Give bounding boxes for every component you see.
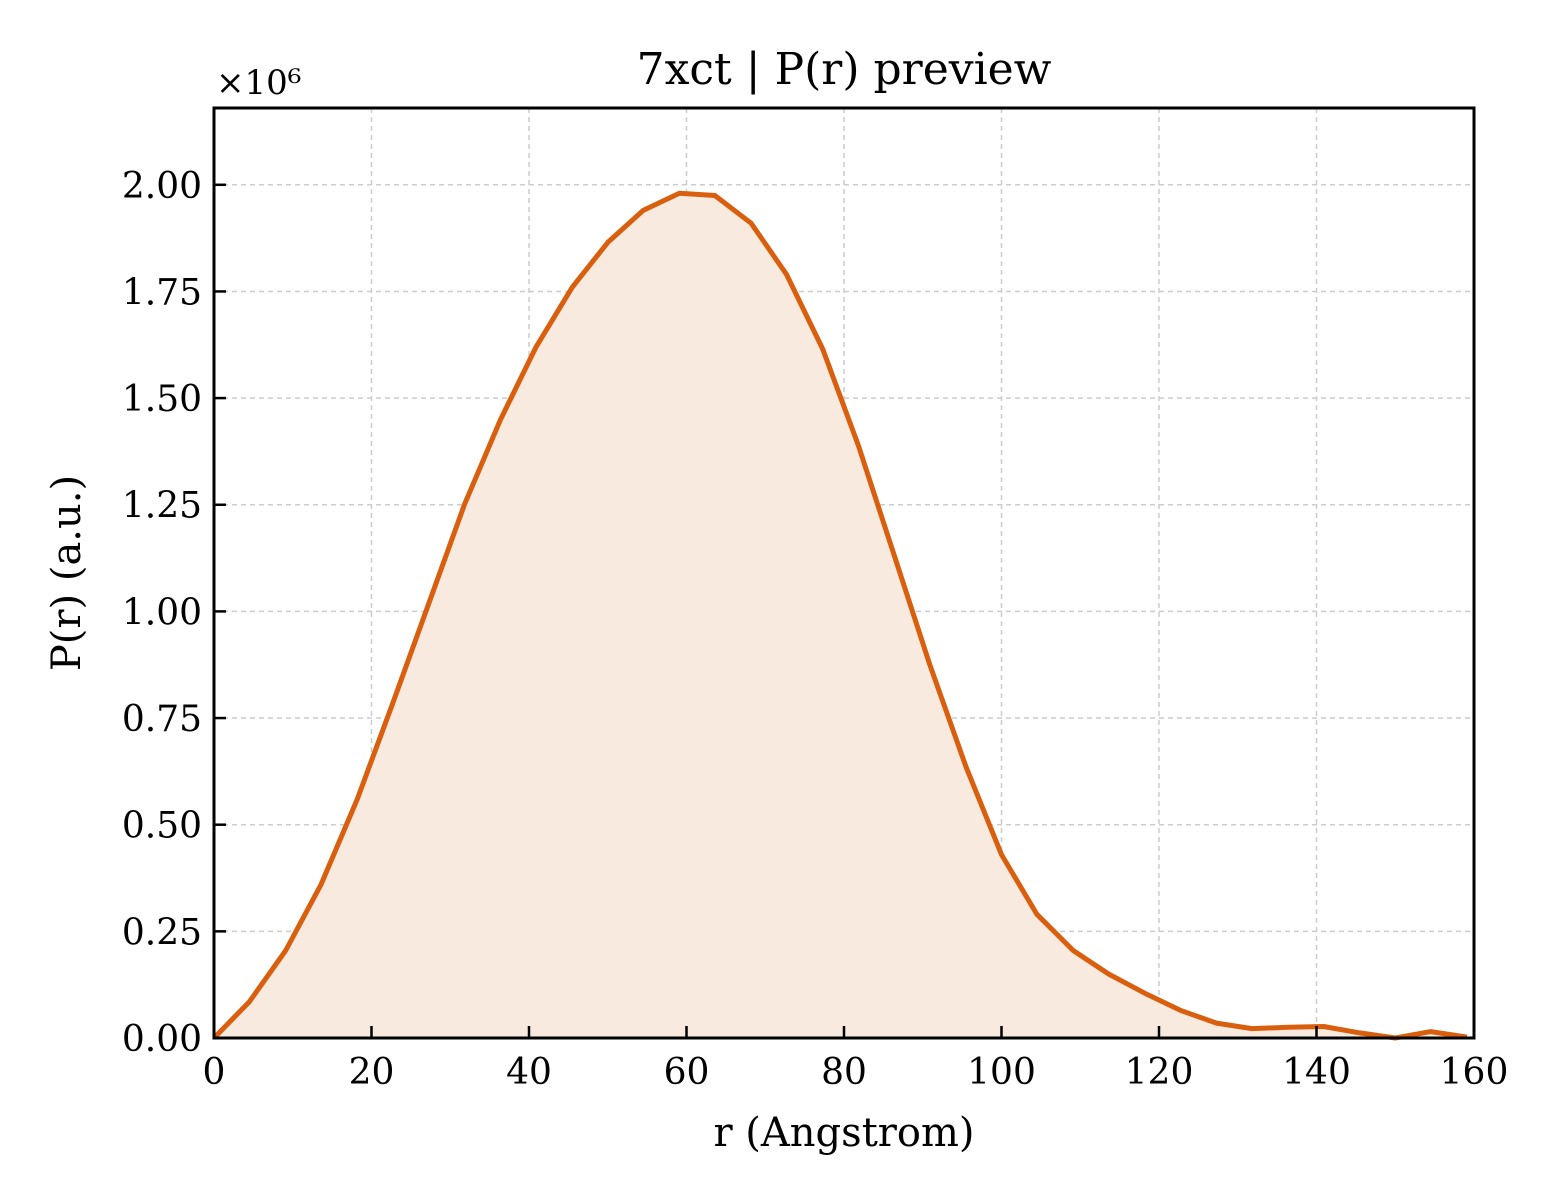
x-tick-label: 40 — [506, 1052, 552, 1093]
x-axis-label: r (Angstrom) — [713, 1110, 974, 1156]
y-axis-ticks: 0.00 0.25 0.50 0.75 1.00 1.25 1.50 1.75 2.00 — [122, 166, 226, 1060]
y-multiplier-label: ×10⁶ — [216, 63, 301, 103]
x-axis-ticks: 0 20 40 60 80 100 120 140 160 — [203, 1026, 1509, 1093]
x-tick-label: 140 — [1282, 1052, 1351, 1093]
x-tick-label: 80 — [821, 1052, 867, 1093]
y-tick-label: 1.75 — [122, 272, 202, 313]
y-tick-label: 0.25 — [122, 912, 202, 953]
y-tick-label: 2.00 — [122, 166, 202, 207]
x-tick-label: 120 — [1125, 1052, 1194, 1093]
y-axis-label: P(r) (a.u.) — [44, 475, 90, 671]
x-tick-label: 100 — [967, 1052, 1036, 1093]
x-tick-label: 20 — [349, 1052, 395, 1093]
pr-area-fill — [214, 193, 1467, 1039]
x-tick-label: 0 — [203, 1052, 226, 1093]
chart-title: 7xct | P(r) preview — [637, 44, 1052, 95]
y-tick-label: 1.00 — [122, 592, 202, 633]
x-tick-label: 60 — [664, 1052, 710, 1093]
pr-series-line — [212, 190, 1468, 1041]
y-tick-label: 0.00 — [122, 1019, 202, 1060]
y-tick-label: 1.50 — [122, 379, 202, 420]
x-tick-label: 160 — [1440, 1052, 1509, 1093]
y-tick-label: 0.50 — [122, 806, 202, 847]
y-tick-label: 0.75 — [122, 699, 202, 740]
y-tick-label: 1.25 — [122, 486, 202, 527]
